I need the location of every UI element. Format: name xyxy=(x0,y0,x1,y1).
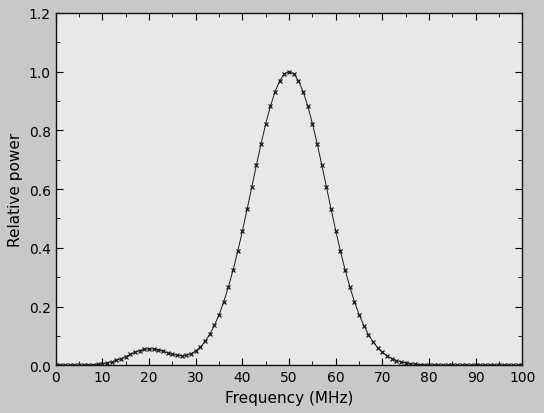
Y-axis label: Relative power: Relative power xyxy=(8,133,23,247)
X-axis label: Frequency (MHz): Frequency (MHz) xyxy=(225,390,353,405)
